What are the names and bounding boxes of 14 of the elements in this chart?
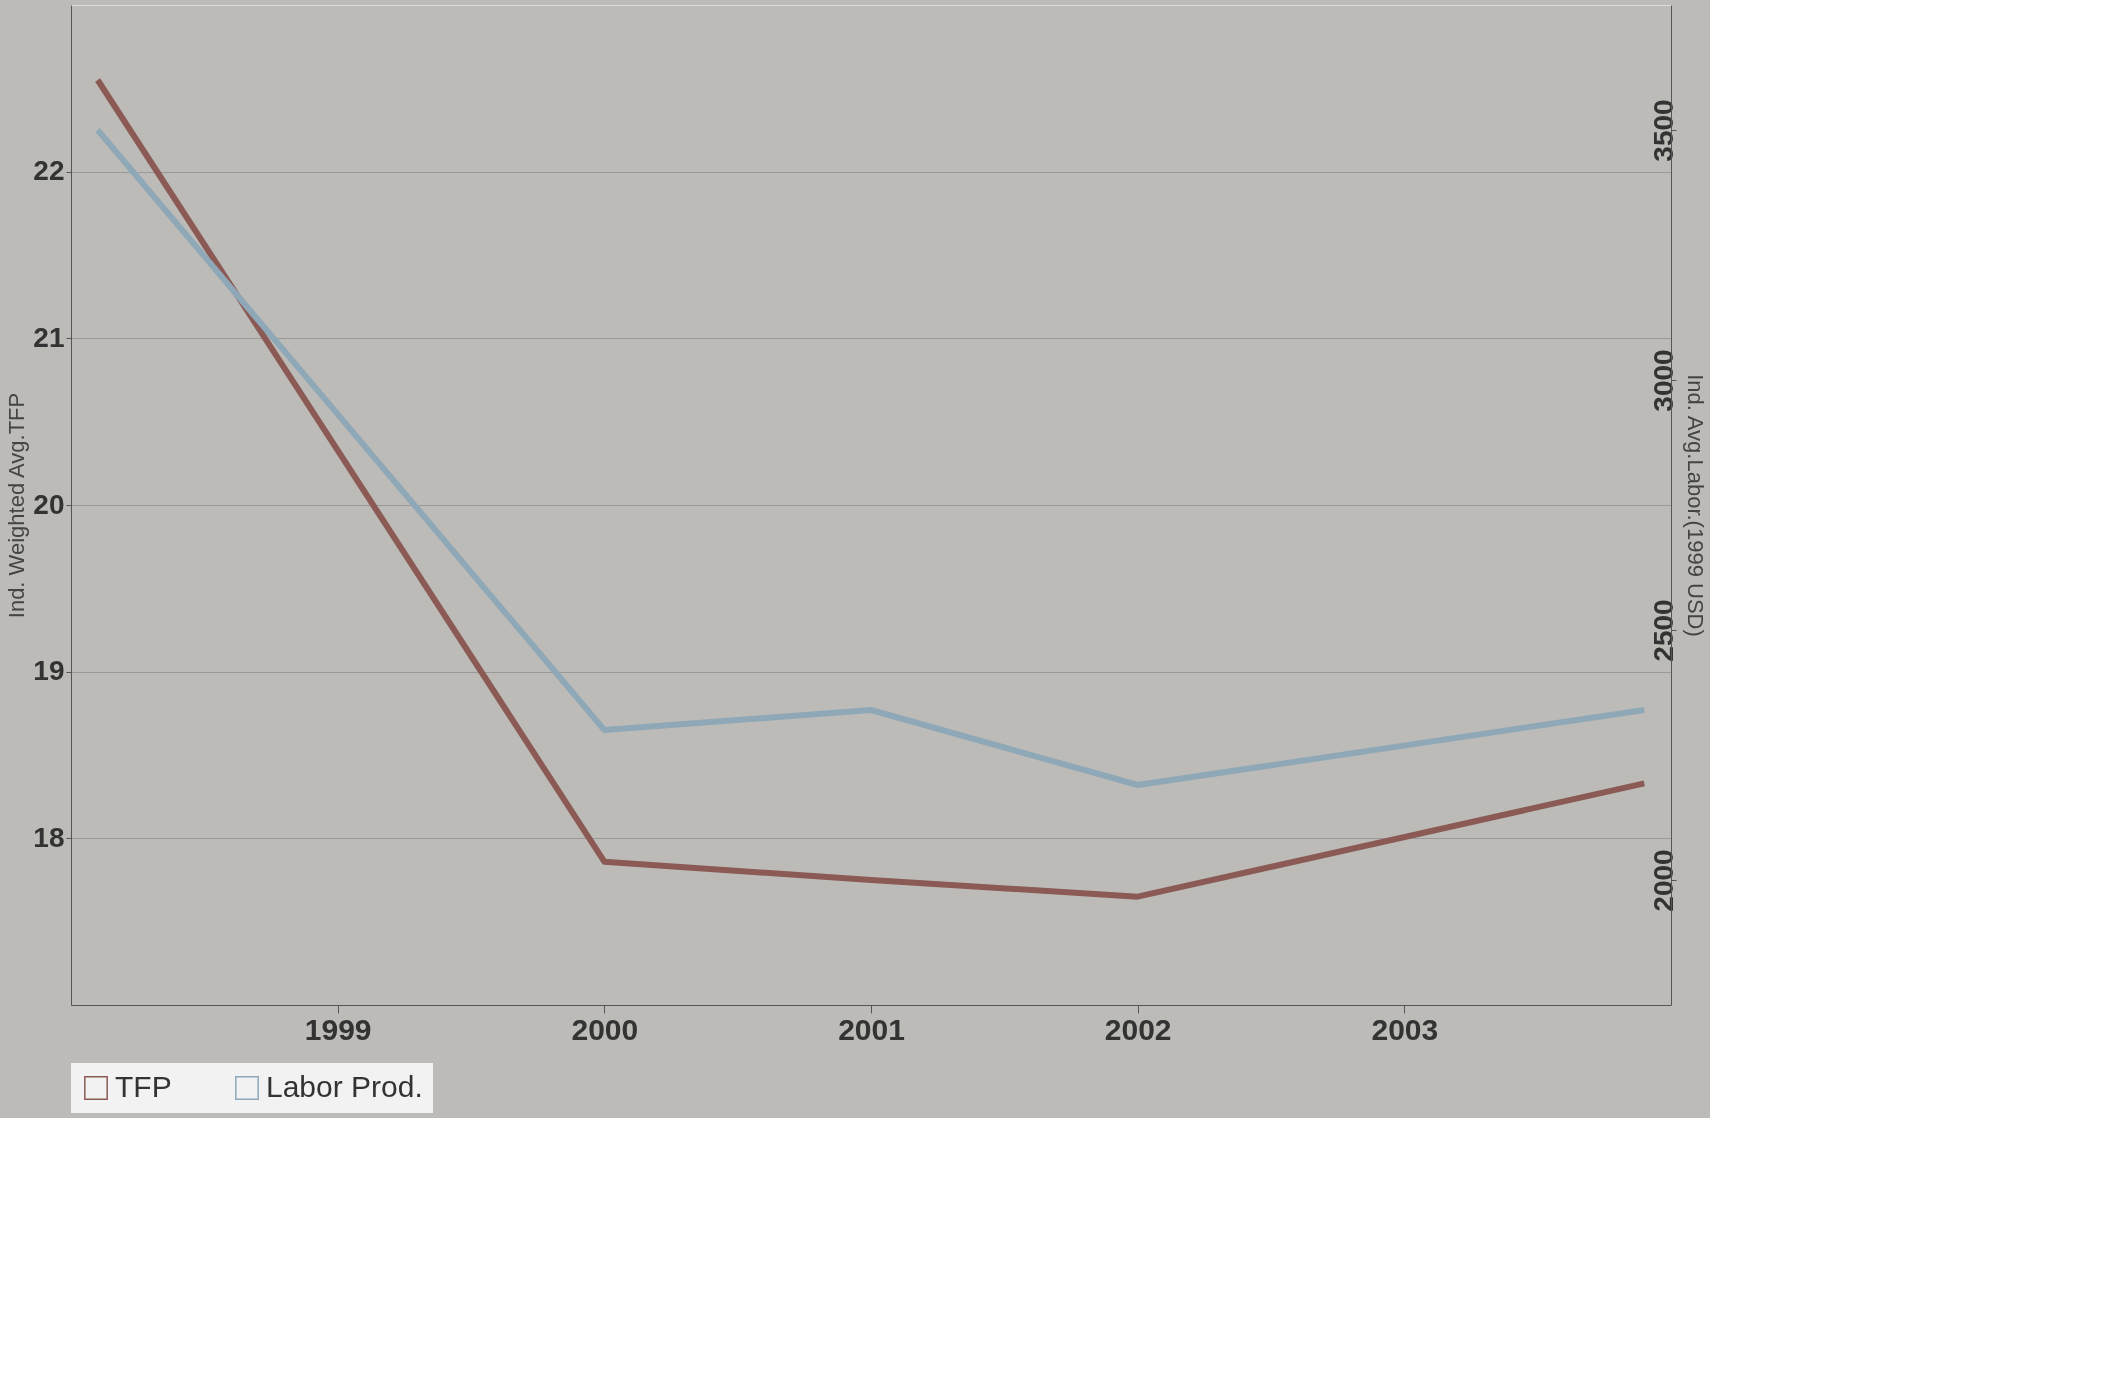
x-tick-label: 2003 — [1371, 1012, 1439, 1046]
y-tick-label: 19 — [33, 655, 65, 687]
y2-axis-title: Ind. Avg.Labor.(1999 USD) — [1682, 374, 1708, 637]
y-tick-label: 20 — [33, 488, 65, 520]
x-tick-label: 2001 — [838, 1012, 905, 1046]
y-tick-label: 21 — [33, 321, 65, 353]
x-tick-label: 2002 — [1104, 1012, 1172, 1046]
y-axis-title: Ind. Weighted Avg.TFP — [4, 392, 30, 619]
x-tick-label: 1999 — [304, 1012, 372, 1046]
x-tick-label: 2000 — [571, 1012, 639, 1046]
y-tick-label: 18 — [33, 821, 65, 853]
legend-label: TFP — [115, 1070, 172, 1103]
y-tick-label: 22 — [33, 155, 65, 187]
legend-label: Labor Prod. — [266, 1070, 423, 1103]
